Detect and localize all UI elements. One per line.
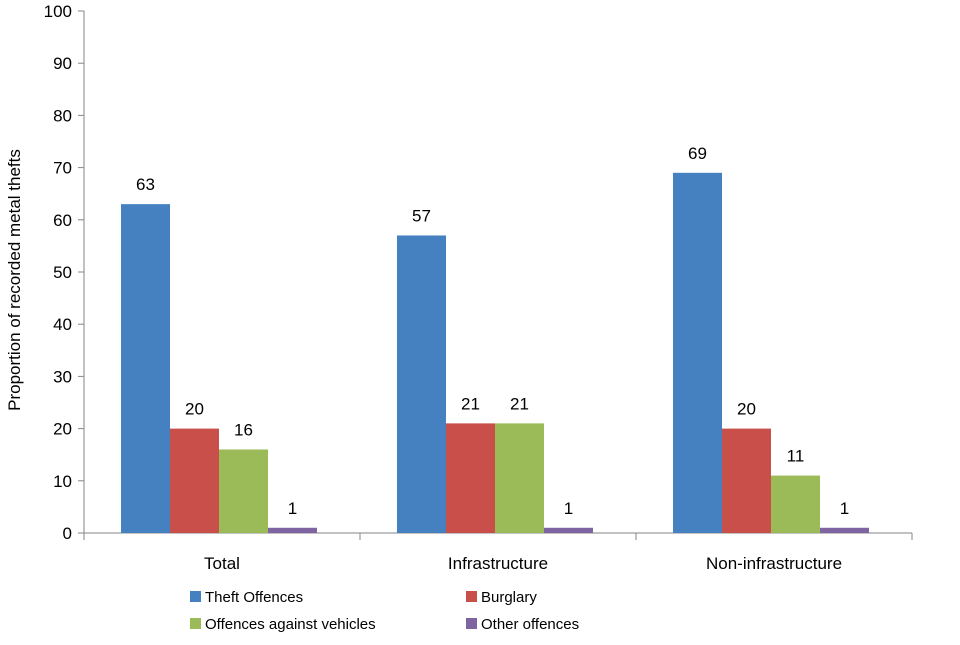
legend-label: Offences against vehicles <box>205 616 376 633</box>
legend-label: Burglary <box>481 589 537 606</box>
x-category-label: Non-infrastructure <box>706 554 842 573</box>
bar <box>771 475 820 533</box>
bar <box>121 204 170 533</box>
bars <box>121 172 869 533</box>
legend-label: Other offences <box>481 616 579 633</box>
y-tick-label: 60 <box>53 211 72 230</box>
bar-data-label: 63 <box>136 175 155 194</box>
bar <box>219 449 268 533</box>
bar-data-label: 11 <box>787 447 805 466</box>
legend-label: Theft Offences <box>205 589 303 606</box>
bar-data-label: 69 <box>688 144 707 163</box>
bar <box>495 423 544 533</box>
legend-swatch <box>190 618 201 629</box>
y-tick-label: 100 <box>44 2 72 21</box>
bar <box>446 423 495 533</box>
bar <box>722 428 771 533</box>
y-tick-label: 90 <box>53 54 72 73</box>
legend-swatch <box>466 591 477 602</box>
bar-data-label: 21 <box>461 394 480 413</box>
y-tick-label: 30 <box>53 367 72 386</box>
bar <box>397 235 446 533</box>
y-tick-label: 10 <box>53 472 72 491</box>
bar-data-label: 57 <box>412 206 431 225</box>
bar-data-label: 20 <box>737 400 756 419</box>
x-category-label: Total <box>204 554 240 573</box>
legend: Theft Offences Burglary Offences against v… <box>190 589 579 633</box>
bar <box>170 428 219 533</box>
y-tick-label: 70 <box>53 159 72 178</box>
bar <box>820 527 869 533</box>
x-category-label: Infrastructure <box>448 554 548 573</box>
axes: 0 10 20 30 40 50 60 70 80 90 100 Total Infrastructur… <box>5 2 913 573</box>
y-tick-label: 80 <box>53 106 72 125</box>
y-axis-title: Proportion of recorded metal thefts <box>5 149 24 411</box>
bar <box>673 172 722 533</box>
bar <box>268 527 317 533</box>
legend-swatch <box>190 591 201 602</box>
y-tick-label: 50 <box>53 263 72 282</box>
bar-data-label: 1 <box>564 499 573 518</box>
bar-data-label: 1 <box>840 499 849 518</box>
y-tick-label: 0 <box>63 524 72 543</box>
y-tick-label: 40 <box>53 315 72 334</box>
bar-data-label: 21 <box>510 394 529 413</box>
bar-data-label: 1 <box>288 499 297 518</box>
y-tick-label: 20 <box>53 420 72 439</box>
bar <box>544 527 593 533</box>
bar-data-label: 16 <box>234 420 253 439</box>
bar-data-label: 20 <box>185 400 204 419</box>
legend-swatch <box>466 618 477 629</box>
